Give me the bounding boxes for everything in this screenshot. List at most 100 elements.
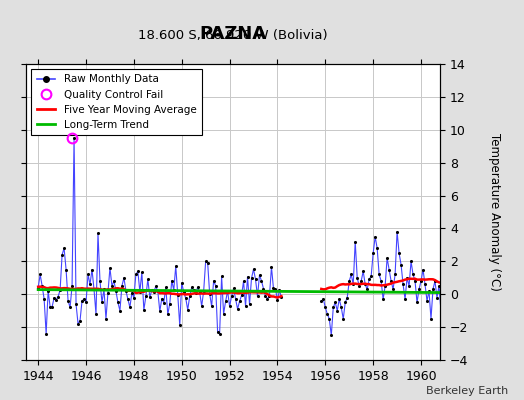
Point (363, 286, 372, 292)
Point (230, 285, 238, 292)
Point (220, 310, 228, 317)
Point (435, 283, 443, 289)
Point (357, 278, 365, 284)
Point (331, 299, 340, 306)
Point (243, 274, 252, 280)
Title: PAZNA: PAZNA (200, 25, 267, 43)
Text: Berkeley Earth: Berkeley Earth (426, 386, 508, 396)
Point (335, 296, 343, 302)
Point (128, 289, 136, 296)
Point (126, 304, 134, 310)
Point (239, 278, 248, 284)
Point (403, 274, 411, 281)
Point (178, 280, 186, 286)
Point (429, 286, 437, 292)
Point (140, 307, 148, 313)
Point (433, 294, 441, 301)
Point (261, 293, 270, 300)
Point (154, 288, 162, 294)
Point (46, 304, 54, 310)
Point (232, 296, 240, 302)
Point (210, 278, 218, 284)
Point (74, 321, 82, 327)
Point (148, 287, 156, 294)
Point (173, 292, 182, 298)
Point (387, 278, 395, 284)
Point (423, 298, 431, 304)
Point (134, 268, 142, 275)
Point (407, 258, 415, 264)
Point (333, 308, 342, 314)
Point (273, 296, 281, 303)
Point (54, 293, 62, 300)
Point (377, 278, 385, 284)
Point (259, 286, 268, 292)
Point (50, 294, 58, 301)
Point (252, 276, 260, 282)
Point (365, 276, 374, 283)
Point (405, 283, 413, 289)
Point (395, 250, 403, 256)
Point (389, 286, 397, 292)
Legend: Raw Monthly Data, Quality Control Fail, Five Year Moving Average, Long-Term Tren: Raw Monthly Data, Quality Control Fail, … (31, 69, 202, 135)
Point (58, 252, 66, 258)
Point (62, 266, 70, 273)
Point (249, 266, 258, 272)
Point (247, 275, 256, 281)
Point (200, 288, 208, 294)
Point (425, 288, 433, 294)
Point (170, 287, 178, 293)
Point (112, 288, 120, 294)
Point (355, 283, 364, 289)
Point (70, 135, 78, 141)
Point (176, 322, 184, 329)
Point (203, 260, 212, 266)
Point (36, 271, 45, 278)
Point (158, 296, 166, 302)
Point (181, 295, 190, 302)
Point (168, 277, 176, 284)
Point (325, 316, 333, 322)
Point (132, 271, 140, 278)
Point (427, 316, 435, 322)
Point (399, 281, 407, 288)
Point (323, 311, 332, 317)
Point (48, 304, 56, 310)
Point (92, 311, 100, 317)
Point (277, 294, 286, 301)
Point (188, 284, 196, 290)
Point (419, 266, 427, 273)
Point (94, 230, 102, 236)
Point (329, 304, 337, 310)
Point (144, 276, 152, 283)
Point (393, 228, 401, 235)
Point (321, 304, 330, 310)
Point (102, 316, 110, 322)
Point (96, 278, 104, 284)
Point (78, 298, 86, 304)
Point (413, 299, 421, 306)
Point (110, 278, 118, 284)
Point (271, 286, 280, 292)
Point (212, 282, 220, 289)
Point (171, 263, 180, 269)
Point (222, 298, 230, 305)
Point (255, 272, 264, 278)
Point (156, 308, 164, 314)
Point (373, 245, 381, 251)
Point (44, 288, 52, 294)
Point (119, 274, 128, 281)
Point (104, 289, 112, 296)
Point (68, 283, 77, 289)
Point (369, 250, 377, 256)
Point (345, 278, 353, 284)
Point (353, 274, 362, 281)
Point (381, 283, 389, 289)
Point (361, 281, 369, 288)
Point (227, 293, 236, 300)
Point (337, 304, 345, 310)
Point (150, 288, 158, 295)
Point (257, 278, 266, 284)
Point (379, 296, 387, 302)
Point (267, 264, 276, 270)
